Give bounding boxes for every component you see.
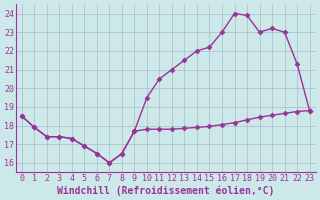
X-axis label: Windchill (Refroidissement éolien,°C): Windchill (Refroidissement éolien,°C) xyxy=(57,185,274,196)
